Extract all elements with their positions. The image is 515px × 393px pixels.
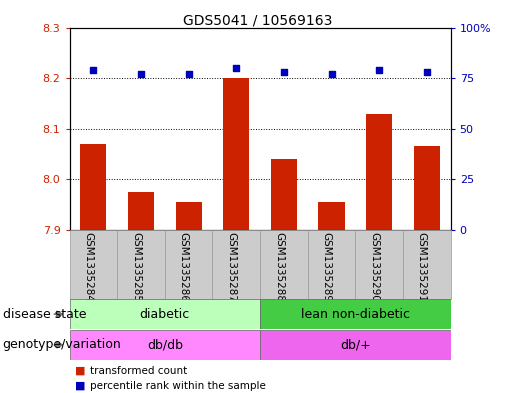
Bar (307, 230, 355, 299)
Bar (223, 78, 249, 230)
Point (137, 71, 145, 77)
Point (280, 69, 288, 75)
Point (375, 67, 383, 73)
Bar (176, 202, 202, 230)
Bar (318, 202, 345, 230)
Text: genotype/variation: genotype/variation (3, 338, 122, 351)
Text: GSM1335289: GSM1335289 (321, 232, 332, 302)
Text: GSM1335286: GSM1335286 (179, 232, 188, 302)
Bar (70, 230, 117, 299)
Bar (355, 230, 403, 299)
Text: db/+: db/+ (340, 338, 371, 351)
Point (423, 69, 431, 75)
Bar (271, 159, 297, 230)
Bar (260, 230, 308, 299)
Text: db/db: db/db (147, 338, 183, 351)
Bar (117, 230, 165, 299)
Bar (366, 114, 392, 230)
Text: GSM1335291: GSM1335291 (417, 232, 427, 302)
Point (328, 71, 336, 77)
Bar (128, 192, 154, 230)
Text: GSM1335288: GSM1335288 (274, 232, 284, 302)
Text: GSM1335290: GSM1335290 (369, 232, 379, 302)
Text: ■: ■ (75, 365, 85, 376)
Text: diabetic: diabetic (140, 308, 190, 321)
Point (89, 67, 97, 73)
Bar (260, 299, 451, 329)
Point (232, 65, 241, 71)
Bar (212, 230, 260, 299)
Bar (80, 144, 107, 230)
Text: ■: ■ (75, 381, 85, 391)
Text: disease state: disease state (3, 308, 86, 321)
Bar (260, 330, 451, 360)
Bar (70, 330, 260, 360)
Text: GSM1335287: GSM1335287 (226, 232, 236, 302)
Text: percentile rank within the sample: percentile rank within the sample (90, 381, 266, 391)
Text: GDS5041 / 10569163: GDS5041 / 10569163 (183, 14, 332, 28)
Bar (414, 147, 440, 230)
Bar (403, 230, 451, 299)
Text: GSM1335284: GSM1335284 (83, 232, 93, 302)
Text: transformed count: transformed count (90, 365, 187, 376)
Point (184, 71, 193, 77)
Bar (165, 230, 212, 299)
Text: GSM1335285: GSM1335285 (131, 232, 141, 302)
Text: lean non-diabetic: lean non-diabetic (301, 308, 410, 321)
Bar (70, 299, 260, 329)
